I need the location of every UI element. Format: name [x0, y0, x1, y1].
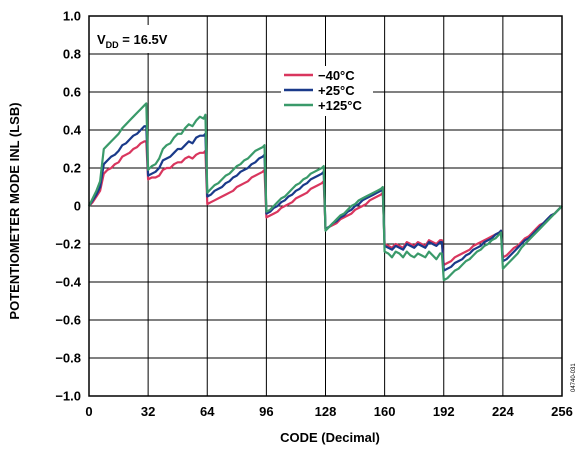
x-axis-ticks: 0 32 64 96 128 160 192 224 256 — [85, 404, 572, 419]
supply-annotation: VDD = 16.5V — [92, 25, 204, 53]
x-tick-label: 64 — [200, 404, 215, 419]
chart-legend: −40°C+25°C+125°C — [281, 66, 373, 116]
y-tick-label: −1.0 — [55, 389, 81, 404]
x-tick-label: 128 — [315, 404, 337, 419]
series-line-2 — [88, 102, 563, 282]
y-tick-label: 0.8 — [63, 47, 81, 62]
x-tick-label: 224 — [492, 404, 514, 419]
figure-code: 04740-031 — [571, 363, 577, 392]
x-tick-label: 96 — [259, 404, 273, 419]
y-tick-label: 1.0 — [63, 9, 81, 24]
legend-label-0: −40°C — [318, 68, 355, 83]
annotation-main: V — [97, 32, 106, 47]
x-tick-label: 32 — [141, 404, 155, 419]
annotation-rest: = 16.5V — [119, 32, 168, 47]
y-tick-label: 0.4 — [63, 123, 82, 138]
x-tick-label: 0 — [85, 404, 92, 419]
y-tick-label: −0.8 — [55, 351, 81, 366]
x-tick-label: 192 — [433, 404, 455, 419]
chart-series — [88, 102, 563, 282]
y-tick-label: 0 — [74, 199, 81, 214]
y-axis-ticks: −1.0 −0.8 −0.6 −0.4 −0.2 0 0.2 0.4 0.6 0.8 1.0 — [55, 9, 81, 404]
svg-text:VDD = 16.5V: VDD = 16.5V — [97, 32, 168, 50]
plot-frame — [88, 15, 563, 397]
y-tick-label: −0.6 — [55, 313, 81, 328]
y-tick-label: 0.6 — [63, 85, 81, 100]
y-tick-label: −0.4 — [55, 275, 81, 290]
x-tick-label: 256 — [551, 404, 573, 419]
legend-label-1: +25°C — [318, 83, 355, 98]
annotation-sub: DD — [106, 40, 119, 50]
legend-label-2: +125°C — [318, 98, 362, 113]
y-tick-label: −0.2 — [55, 237, 81, 252]
x-tick-label: 160 — [374, 404, 396, 419]
y-tick-label: 0.2 — [63, 161, 81, 176]
y-axis-title: POTENTIOMETER MODE INL (LSB) — [7, 102, 22, 319]
x-axis-title: CODE (Decimal) — [280, 430, 380, 445]
